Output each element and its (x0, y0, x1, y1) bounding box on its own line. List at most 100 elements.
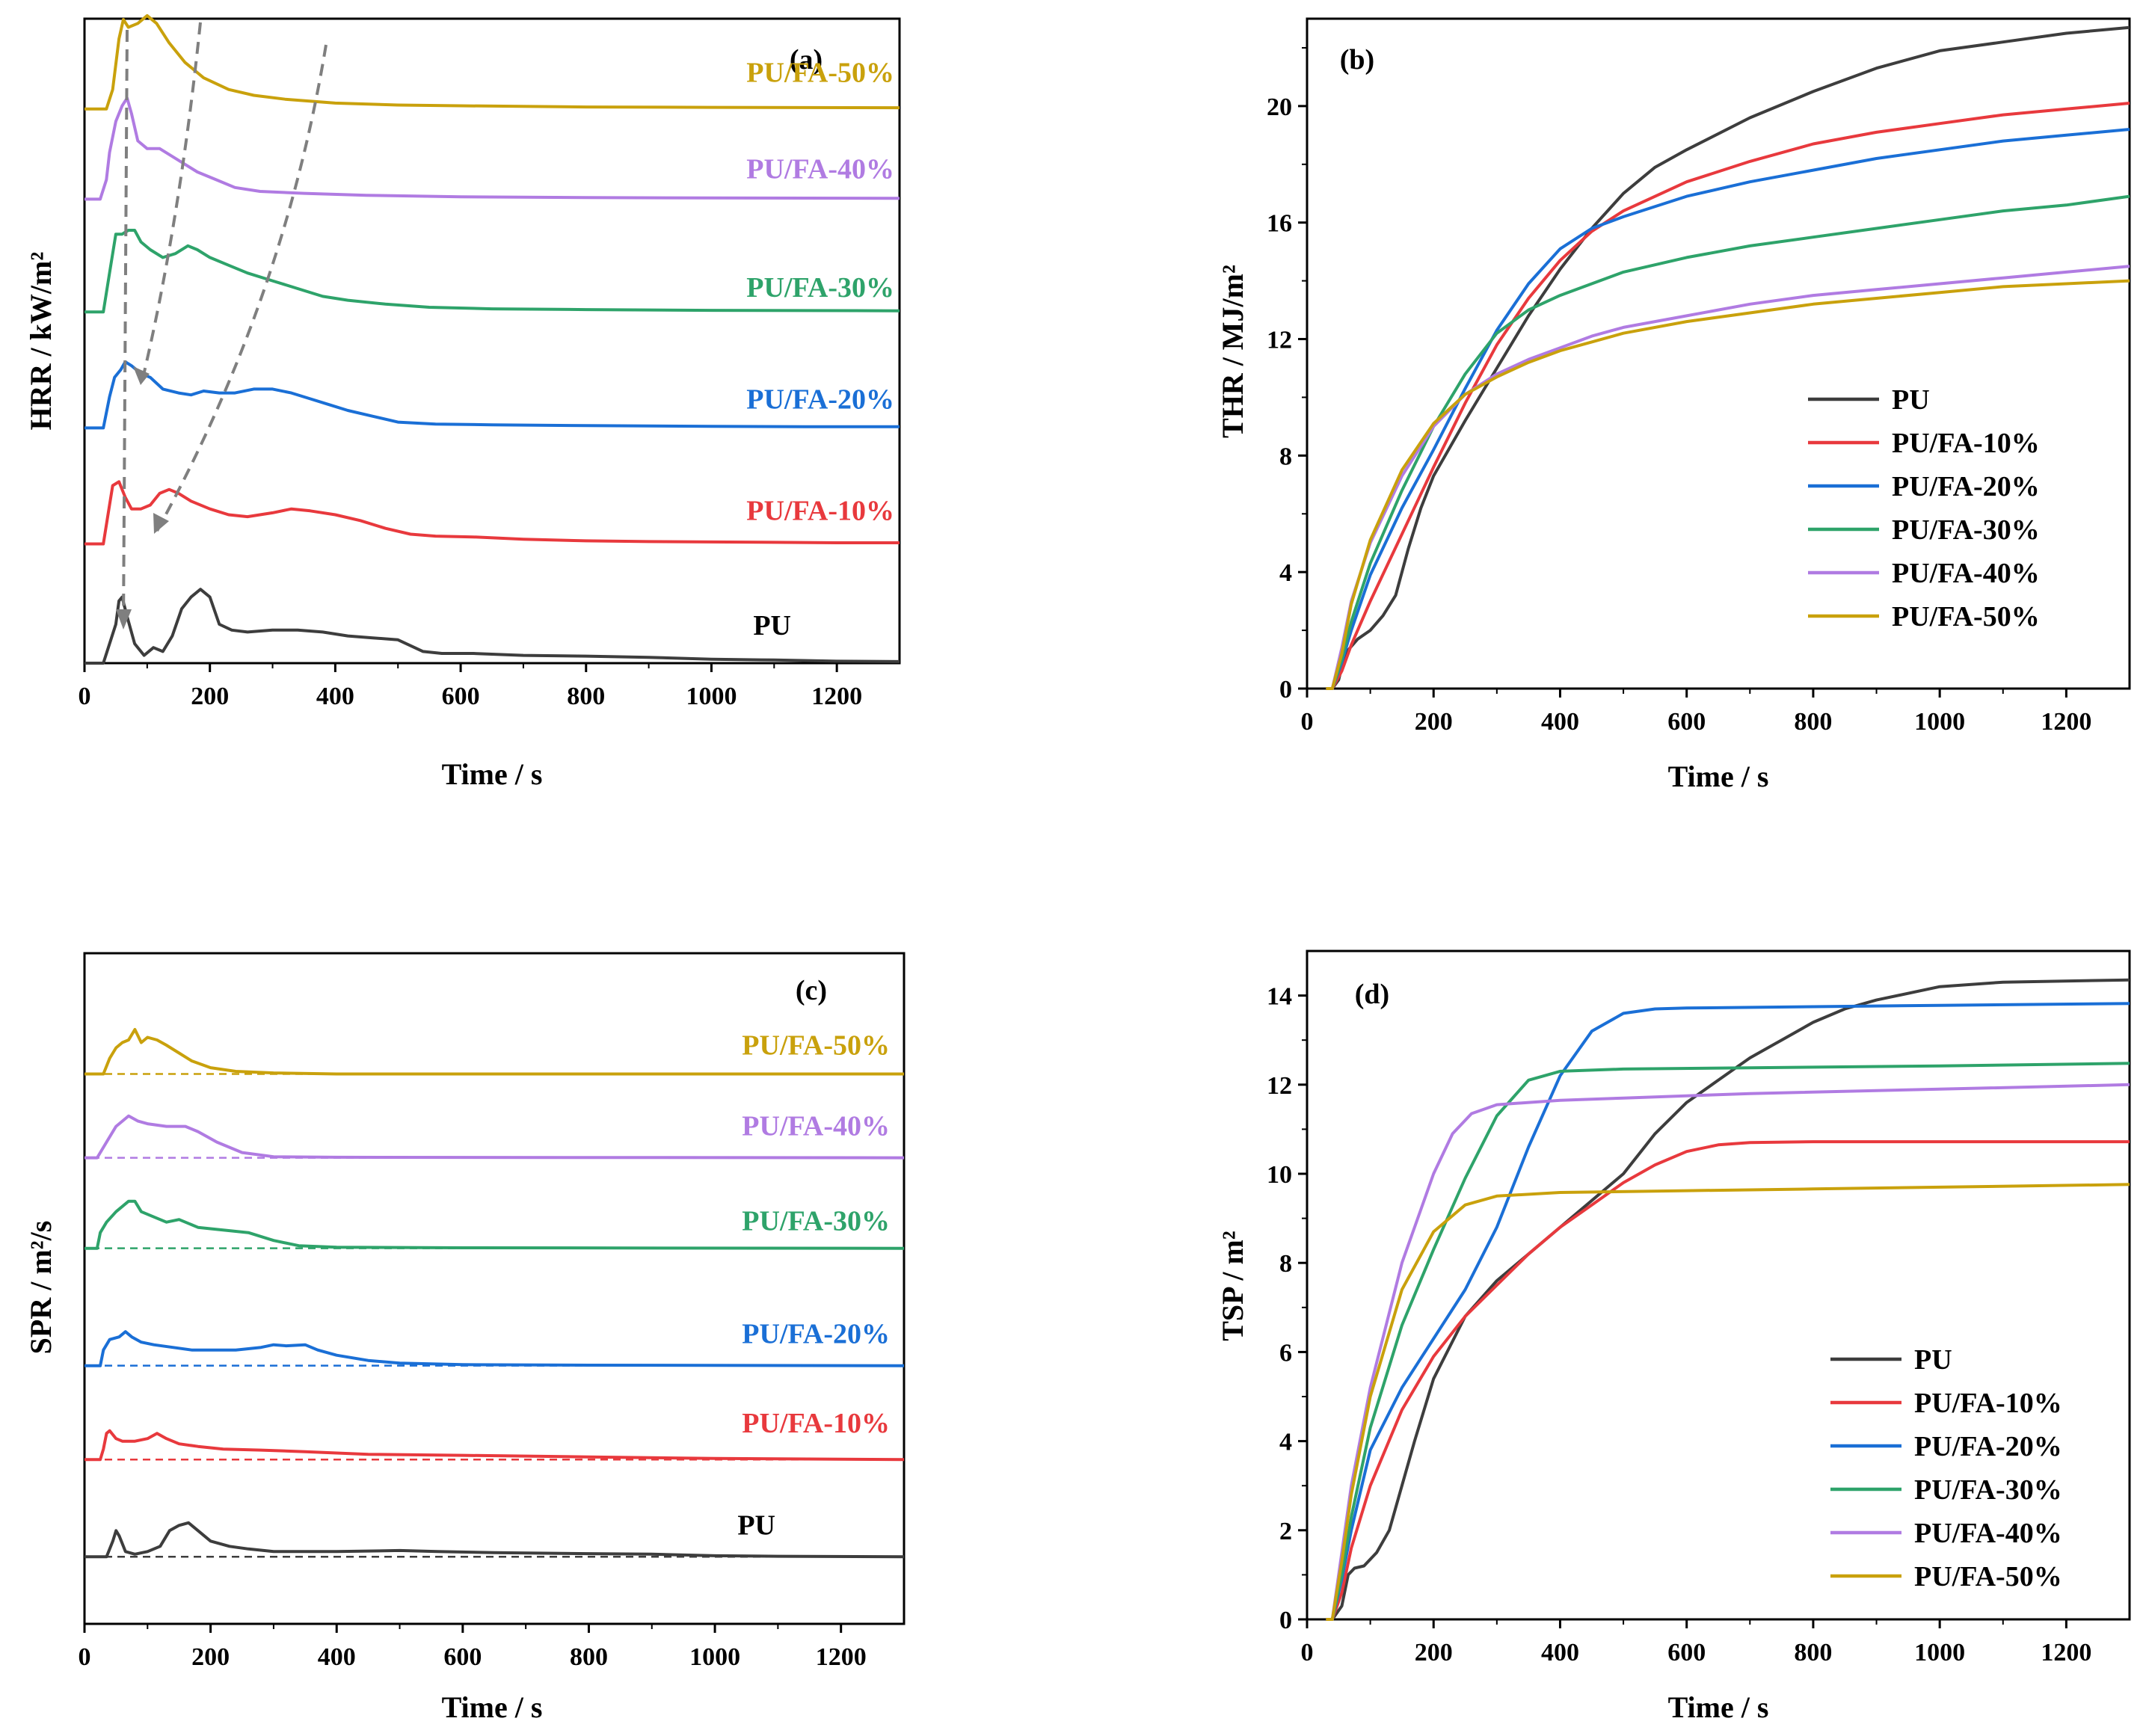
arrow-head (153, 513, 169, 534)
x-tick-label: 400 (1541, 708, 1579, 736)
plot-frame (1306, 17, 2131, 690)
series-line-pu (1326, 25, 2130, 690)
y-tick-label: 0 (1279, 676, 1292, 704)
trend-arrows (116, 22, 328, 630)
series-line-pu-fa-50 (84, 1028, 904, 1076)
legend: PU PU/FA-10% PU/FA-20% PU/FA-30% PU/FA-40% PU… (1808, 384, 2040, 632)
series-line-pu-fa-10 (84, 480, 900, 546)
series-line-pu-fa-20 (1326, 128, 2130, 690)
series-line-pu-fa-50 (1326, 1183, 2130, 1621)
legend-label-pu-fa-20: PU/FA-20% (1892, 471, 2040, 502)
y-tick-label: 16 (1267, 210, 1292, 238)
x-tick-label: 800 (570, 1643, 608, 1671)
panel-d-tsp: (d) 0 200 400 600 800 1000 1200 0 2 4 6 8 10 12 14 Tim… (1216, 949, 2131, 1724)
plot-frame (83, 952, 906, 1625)
plot-frame (1306, 949, 2131, 1621)
panel-b-thr: (b) 0 200 400 600 800 1000 1200 0 4 8 12 16 20 Time … (1216, 17, 2131, 793)
series-line-pu-fa-30 (84, 1199, 905, 1250)
y-axis-title: TSP / m² (1216, 1231, 1249, 1341)
x-tick-label: 0 (79, 683, 91, 710)
y-tick-label: 10 (1267, 1161, 1292, 1189)
series-label-pu-fa-40: PU/FA-40% (746, 153, 894, 185)
series-line-pu-fa-40 (84, 96, 900, 201)
x-tick-label: 600 (1667, 1639, 1706, 1666)
legend: PU PU/FA-10% PU/FA-20% PU/FA-30% PU/FA-40% PU… (1830, 1344, 2062, 1592)
panel-label: (d) (1355, 979, 1389, 1010)
y-axis-title: THR / MJ/m² (1216, 265, 1249, 438)
axis-ticks: 0 200 400 600 800 1000 1200 0 2 4 6 8 10 12 14 (1267, 983, 2091, 1666)
x-tick-label: 200 (1415, 708, 1453, 736)
series-line-pu-fa-10 (84, 1429, 905, 1462)
series-line-pu-fa-10 (1326, 1140, 2130, 1621)
x-tick-label: 800 (1794, 708, 1832, 736)
series-line-pu-fa-30 (1326, 194, 2130, 690)
series-label-pu-fa-30: PU/FA-30% (742, 1206, 890, 1237)
series-label-pu-fa-30: PU/FA-30% (746, 272, 894, 304)
arrow-head (133, 366, 150, 385)
x-tick-label: 1200 (2041, 1639, 2091, 1666)
series-line-pu-fa-30 (1326, 1062, 2130, 1621)
panel-a-hrr: (a) 0 200 400 600 800 1000 1200 Time / s HRR /… (24, 13, 901, 791)
x-tick-label: 400 (316, 683, 354, 710)
x-tick-label: 200 (1415, 1639, 1453, 1666)
panel-c-spr: (c) 0 200 400 600 800 1000 1200 Time / s SPR /… (24, 952, 906, 1724)
arrow-peak1 (122, 29, 129, 629)
legend-label-pu-fa-10: PU/FA-10% (1914, 1388, 2062, 1419)
x-tick-label: 0 (1301, 708, 1314, 736)
series-line-pu-fa-40 (84, 1114, 905, 1160)
series-line-pu (84, 588, 900, 665)
series-label-pu-fa-40: PU/FA-40% (742, 1111, 890, 1142)
series-line-pu-fa-20 (84, 1330, 905, 1367)
series-label-pu-fa-10: PU/FA-10% (742, 1408, 890, 1439)
x-tick-label: 1000 (689, 1643, 740, 1671)
x-tick-label: 1200 (2041, 708, 2091, 736)
x-tick-label: 800 (1794, 1639, 1832, 1666)
y-tick-label: 12 (1267, 1072, 1292, 1100)
series-line-pu-fa-10 (1326, 102, 2130, 690)
curves (1326, 978, 2130, 1621)
x-tick-label: 600 (443, 1643, 482, 1671)
x-tick-label: 600 (442, 683, 480, 710)
x-tick-label: 200 (191, 683, 229, 710)
panel-label: (a) (790, 44, 823, 76)
x-tick-label: 200 (191, 1643, 230, 1671)
x-axis-title: Time / s (442, 757, 543, 791)
series-line-pu (84, 1521, 905, 1559)
legend-label-pu-fa-40: PU/FA-40% (1914, 1518, 2062, 1549)
y-tick-label: 8 (1279, 1250, 1292, 1278)
series-line-pu-fa-20 (1326, 1002, 2130, 1621)
y-tick-label: 20 (1267, 93, 1292, 121)
y-tick-label: 4 (1279, 1429, 1292, 1456)
arrow-head (116, 609, 132, 630)
series-line-pu-fa-50 (84, 13, 900, 111)
x-tick-label: 1000 (1914, 708, 1965, 736)
legend-label-pu-fa-40: PU/FA-40% (1892, 558, 2040, 589)
series-line-pu-fa-50 (1326, 279, 2130, 690)
x-tick-label: 0 (1301, 1639, 1314, 1666)
arrow-peak3 (156, 44, 328, 532)
series-label-pu: PU (737, 1509, 775, 1541)
curves: PU PU/FA-10% PU/FA-20% PU/FA-30% PU/FA-40% PU… (84, 13, 900, 665)
y-tick-label: 6 (1279, 1339, 1292, 1367)
legend-label-pu: PU (1914, 1344, 1952, 1376)
y-axis-title: HRR / kW/m² (24, 252, 58, 431)
series-label-pu-fa-50: PU/FA-50% (746, 58, 894, 89)
curves: PU PU/FA-10% PU/FA-20% PU/FA-30% PU/FA-40% PU… (84, 1028, 905, 1559)
x-ticks: 0 200 400 600 800 1000 1200 (79, 1624, 867, 1671)
x-axis-title: Time / s (1668, 1690, 1769, 1724)
curves (1326, 25, 2130, 690)
x-ticks: 0 200 400 600 800 1000 1200 (79, 663, 862, 710)
x-axis-title: Time / s (1668, 760, 1769, 793)
y-tick-label: 0 (1279, 1607, 1292, 1634)
x-tick-label: 1000 (686, 683, 737, 710)
y-tick-label: 12 (1267, 327, 1292, 354)
axis-ticks: 0 200 400 600 800 1000 1200 0 4 8 12 16 20 (1267, 46, 2091, 736)
x-tick-label: 400 (318, 1643, 356, 1671)
legend-label-pu-fa-30: PU/FA-30% (1892, 514, 2040, 546)
panel-label: (b) (1340, 44, 1374, 76)
x-tick-label: 600 (1667, 708, 1706, 736)
series-label-pu-fa-20: PU/FA-20% (746, 384, 894, 415)
legend-label-pu-fa-10: PU/FA-10% (1892, 428, 2040, 459)
y-tick-label: 2 (1279, 1518, 1292, 1545)
legend-label-pu: PU (1892, 384, 1930, 416)
